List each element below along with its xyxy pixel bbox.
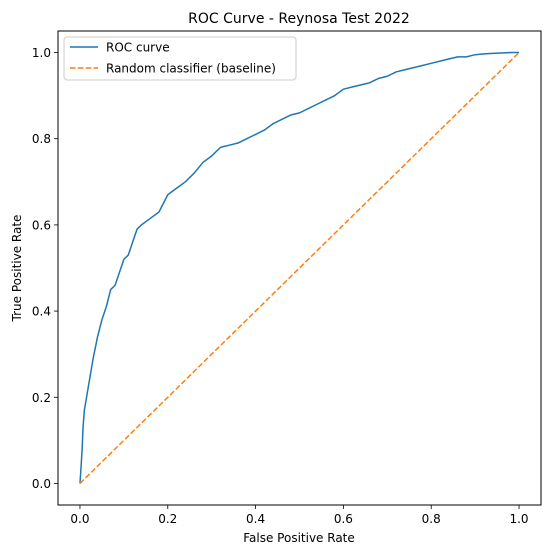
plot-frame	[57, 30, 542, 506]
x-tick-label: 0.8	[422, 512, 441, 526]
y-tick-label: 0.8	[32, 132, 51, 146]
x-tick-label: 0.4	[246, 512, 265, 526]
x-axis-label: False Positive Rate	[243, 531, 355, 545]
y-tick-label: 0.2	[32, 391, 51, 405]
legend-roc-curve-label: ROC curve	[106, 41, 170, 55]
legend: ROC curve Random classifier (baseline)	[63, 36, 297, 81]
series-line-random-classifier	[79, 52, 520, 484]
x-tick-label: 1.0	[509, 512, 528, 526]
y-tick-label: 0.6	[32, 218, 51, 232]
x-axis-ticks: 0.0 0.2 0.4 0.6 0.8 1.0	[70, 505, 529, 526]
series-line-roc-curve	[79, 51, 520, 484]
plot-area	[79, 51, 520, 484]
series-layer	[79, 51, 520, 484]
y-tick-label: 0.0	[32, 477, 51, 491]
y-tick-label: 1.0	[32, 46, 51, 60]
y-tick-label: 0.4	[32, 305, 51, 319]
legend-frame	[63, 36, 297, 81]
chart-title: ROC Curve - Reynosa Test 2022	[188, 11, 410, 27]
x-tick-label: 0.2	[158, 512, 177, 526]
y-axis-ticks: 0.0 0.2 0.4 0.6 0.8 1.0	[32, 46, 58, 491]
x-tick-label: 0.0	[70, 512, 89, 526]
legend-random-classifier-label: Random classifier (baseline)	[106, 62, 276, 76]
y-axis-label: True Positive Rate	[10, 215, 24, 323]
x-tick-label: 0.6	[334, 512, 353, 526]
